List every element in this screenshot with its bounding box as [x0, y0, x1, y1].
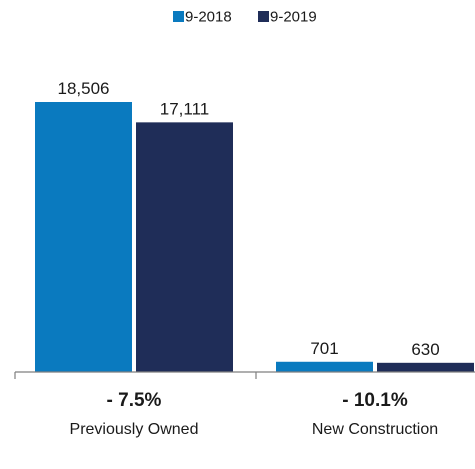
change-label-1: - 10.1% — [342, 390, 408, 411]
legend-label-9-2018: 9-2018 — [185, 9, 232, 26]
legend-label-9-2019: 9-2019 — [270, 9, 317, 26]
data-label-9-2019-0: 17,111 — [160, 99, 209, 118]
bar-9-2018-0 — [35, 102, 132, 372]
bar-9-2018-1 — [276, 361, 373, 372]
legend-swatch-9-2018 — [173, 11, 184, 22]
data-label-9-2018-1: 701 — [310, 339, 338, 358]
data-label-9-2018-0: 18,506 — [58, 79, 110, 98]
legend-swatch-9-2019 — [258, 11, 269, 22]
labels-group: 18,506 17,111 701 630 - 7.5% Previously Owned… — [58, 79, 440, 438]
category-label-0: Previously Owned — [70, 421, 199, 438]
bars-group — [35, 102, 474, 372]
category-label-1: New Construction — [312, 421, 438, 438]
change-label-0: - 7.5% — [107, 390, 162, 411]
bar-9-2019-1 — [377, 362, 474, 372]
data-label-9-2019-1: 630 — [411, 340, 439, 359]
x-axis — [14, 371, 475, 379]
legend: 9-2018 9-2019 — [173, 9, 317, 26]
bar-9-2019-0 — [136, 122, 233, 372]
